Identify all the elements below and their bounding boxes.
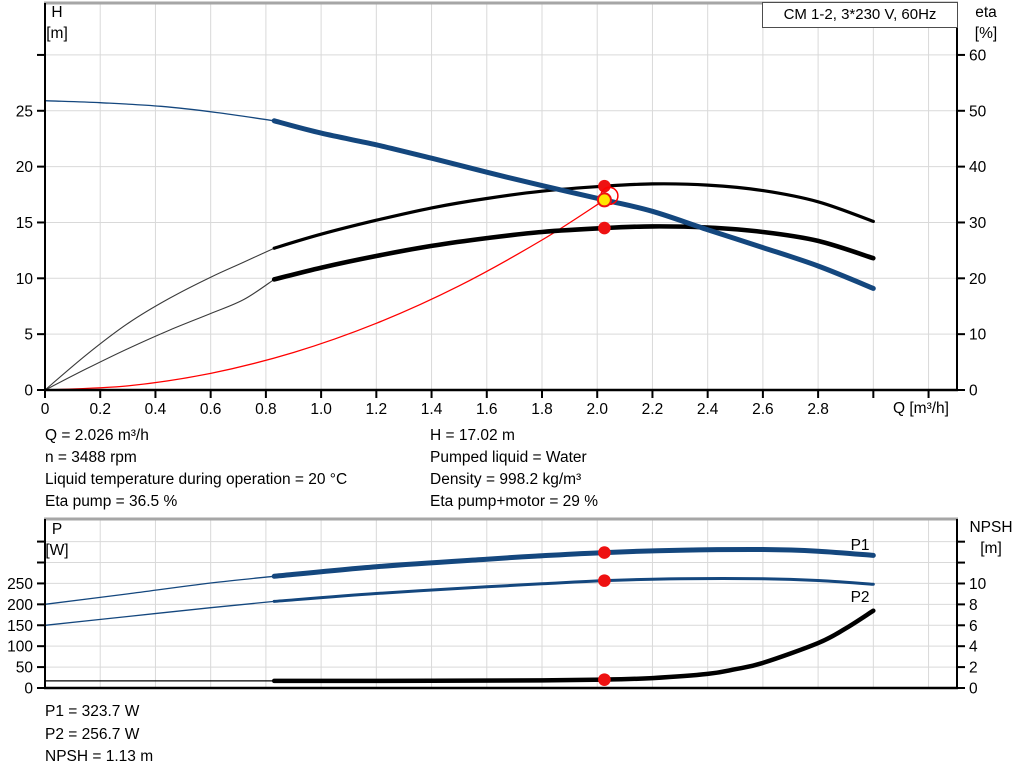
svg-text:1.2: 1.2 — [366, 401, 388, 418]
speed-text: n = 3488 rpm — [45, 449, 137, 466]
svg-text:2.4: 2.4 — [697, 401, 719, 418]
svg-text:200: 200 — [7, 597, 33, 614]
svg-text:2.8: 2.8 — [807, 401, 829, 418]
power-info: P1 = 323.7 W P2 = 256.7 W NPSH = 1.13 m — [45, 701, 153, 769]
svg-text:1.0: 1.0 — [310, 401, 332, 418]
svg-text:5: 5 — [24, 327, 33, 344]
series-system-curve — [44, 199, 606, 391]
svg-text:100: 100 — [7, 639, 33, 656]
npsh-axis-unit-line1: NPSH — [969, 519, 1013, 536]
svg-text:0: 0 — [969, 383, 978, 400]
p-axis-unit-line2: [W] — [45, 542, 69, 559]
svg-text:0.2: 0.2 — [89, 401, 111, 418]
svg-text:20: 20 — [969, 271, 987, 288]
series-P2-low-flow — [44, 600, 275, 626]
curve-label-P1: P1 — [851, 537, 870, 554]
duty-head-text: H = 17.02 m — [430, 427, 515, 444]
svg-text:6: 6 — [969, 618, 978, 635]
svg-text:25: 25 — [16, 103, 33, 120]
npsh-text: NPSH = 1.13 m — [45, 748, 154, 765]
series-P1-low-flow — [44, 575, 275, 605]
svg-text:0: 0 — [24, 681, 33, 698]
svg-text:10: 10 — [969, 327, 987, 344]
svg-text:10: 10 — [16, 271, 34, 288]
head-efficiency-chart: 0 5 10 15 20 25 0 10 20 30 40 50 60 0 0.2 0.4 0.6 0.8 1.0 1… — [16, 1, 987, 418]
p2-point — [598, 574, 611, 587]
series-eta-pump-motor-low-flow — [44, 278, 275, 391]
svg-text:0: 0 — [41, 401, 50, 418]
svg-text:150: 150 — [7, 618, 33, 635]
density-text: Density = 998.2 kg/m³ — [430, 471, 582, 488]
svg-text:2: 2 — [969, 660, 978, 677]
q-axis-title: Q [m³/h] — [893, 400, 949, 417]
svg-text:0: 0 — [24, 383, 33, 400]
svg-text:2.2: 2.2 — [642, 401, 664, 418]
series-eta-pump — [272, 182, 875, 250]
series-P2 — [272, 577, 875, 603]
svg-text:50: 50 — [969, 103, 987, 120]
series-eta-pump-low-flow — [44, 247, 275, 391]
svg-text:10: 10 — [969, 576, 987, 593]
svg-text:4: 4 — [969, 639, 978, 656]
h-axis-unit-label: H [m] — [40, 2, 74, 44]
duty-point — [596, 192, 612, 208]
svg-text:0.4: 0.4 — [145, 401, 167, 418]
pumped-liquid-text: Pumped liquid = Water — [430, 449, 587, 466]
svg-text:1.4: 1.4 — [421, 401, 443, 418]
p1-point — [598, 546, 611, 559]
duty-info-left: Q = 2.026 m³/h n = 3488 rpm Liquid tempe… — [45, 425, 347, 513]
svg-text:250: 250 — [7, 576, 33, 593]
npsh-axis-unit-line2: [m] — [980, 540, 1002, 557]
svg-text:0.8: 0.8 — [255, 401, 277, 418]
svg-text:20: 20 — [16, 159, 34, 176]
svg-text:2.0: 2.0 — [586, 401, 608, 418]
svg-text:60: 60 — [969, 47, 987, 64]
svg-text:1.8: 1.8 — [531, 401, 553, 418]
svg-text:30: 30 — [969, 215, 987, 232]
svg-text:8: 8 — [969, 597, 978, 614]
series-head — [271, 118, 876, 291]
power-npsh-chart: 0 50 100 150 200 250 0 2 4 6 8 10 P1 P2 — [7, 517, 987, 698]
series-head-low-flow — [44, 100, 275, 122]
p1-text: P1 = 323.7 W — [45, 703, 140, 720]
p-axis-unit-label: P [W] — [40, 519, 74, 561]
svg-text:0: 0 — [969, 681, 978, 698]
svg-text:40: 40 — [969, 159, 987, 176]
h-axis-unit-line1: H — [51, 4, 63, 21]
eta-axis-unit-label: eta [%] — [963, 2, 1009, 44]
npsh-axis-unit-label: NPSH [m] — [960, 517, 1022, 559]
duty-info-right: H = 17.02 m Pumped liquid = Water Densit… — [430, 425, 598, 513]
eta-pump-motor-point — [598, 221, 611, 235]
p-axis-unit-line1: P — [51, 521, 63, 538]
liquid-temp-text: Liquid temperature during operation = 20… — [45, 471, 348, 488]
p2-text: P2 = 256.7 W — [45, 725, 140, 743]
svg-text:1.6: 1.6 — [476, 401, 498, 418]
eta-pump-point — [598, 179, 611, 193]
curve-label-P2: P2 — [851, 589, 870, 606]
duty-flow-text: Q = 2.026 m³/h — [45, 427, 149, 444]
svg-text:0.6: 0.6 — [200, 401, 222, 418]
eta-pump-motor-text: Eta pump+motor = 29 % — [430, 493, 599, 510]
npsh-point — [598, 673, 611, 686]
eta-axis-unit-line2: [%] — [974, 25, 998, 42]
svg-text:50: 50 — [16, 660, 34, 677]
svg-text:2.6: 2.6 — [752, 401, 774, 418]
pump-model-title: CM 1-2, 3*230 V, 60Hz — [762, 2, 958, 28]
series-eta-pump-motor — [271, 224, 876, 282]
svg-text:15: 15 — [16, 215, 33, 232]
eta-pump-text: Eta pump = 36.5 % — [45, 493, 178, 510]
eta-axis-unit-line1: eta — [975, 4, 997, 21]
series-NPSH — [271, 608, 876, 684]
h-axis-unit-line2: [m] — [46, 25, 68, 42]
